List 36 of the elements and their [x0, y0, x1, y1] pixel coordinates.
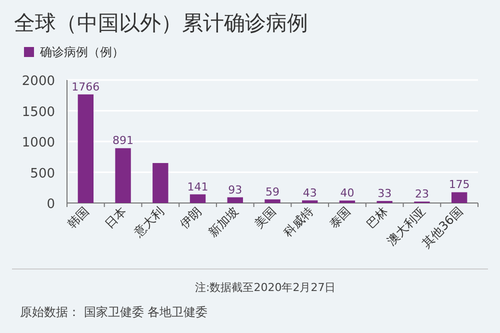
- bar: [451, 192, 468, 203]
- data-label: 141: [187, 180, 208, 194]
- x-tick-label: 泰国: [326, 204, 354, 232]
- legend-label: 确诊病例（例）: [39, 45, 124, 59]
- x-tick-label: 意大利: [130, 204, 167, 240]
- y-tick-label: 1500: [22, 104, 55, 120]
- bar: [190, 194, 206, 203]
- bar: [302, 200, 318, 203]
- text: 注:数据截至2020年2月27日: [195, 281, 336, 294]
- y-tick-label: 0: [46, 197, 55, 212]
- y-tick-label: 2000: [22, 74, 55, 89]
- bar: [115, 148, 131, 203]
- x-tick-label: 日本: [102, 204, 130, 232]
- x-tick-label: 新加坡: [206, 204, 242, 240]
- data-label: 891: [112, 134, 134, 148]
- x-tick-label: 巴林: [364, 204, 391, 232]
- bar: [78, 94, 94, 203]
- data-label: 23: [414, 188, 429, 201]
- data-label: 175: [448, 178, 470, 192]
- bar: [152, 163, 168, 203]
- data-label: 43: [302, 186, 317, 200]
- bar: [264, 199, 280, 203]
- x-tick-label: 伊朗: [177, 204, 204, 232]
- x-tick-label: 科威特: [280, 204, 316, 240]
- bar: [227, 197, 243, 203]
- y-tick-label: 1000: [22, 136, 55, 150]
- x-tick-label: 韩国: [64, 204, 92, 232]
- x-tick-label: 美国: [252, 204, 279, 232]
- data-label: 1766: [72, 80, 100, 94]
- text: 原始数据： 国家卫健委 各地卫健委: [20, 305, 208, 319]
- data-label: 59: [266, 185, 280, 198]
- data-label: 93: [228, 183, 242, 196]
- data-label: 33: [378, 186, 392, 200]
- chart-title: 全球（中国以外）累计确诊病例: [14, 11, 308, 35]
- y-tick-label: 500: [30, 166, 55, 182]
- data-label: 40: [340, 186, 354, 200]
